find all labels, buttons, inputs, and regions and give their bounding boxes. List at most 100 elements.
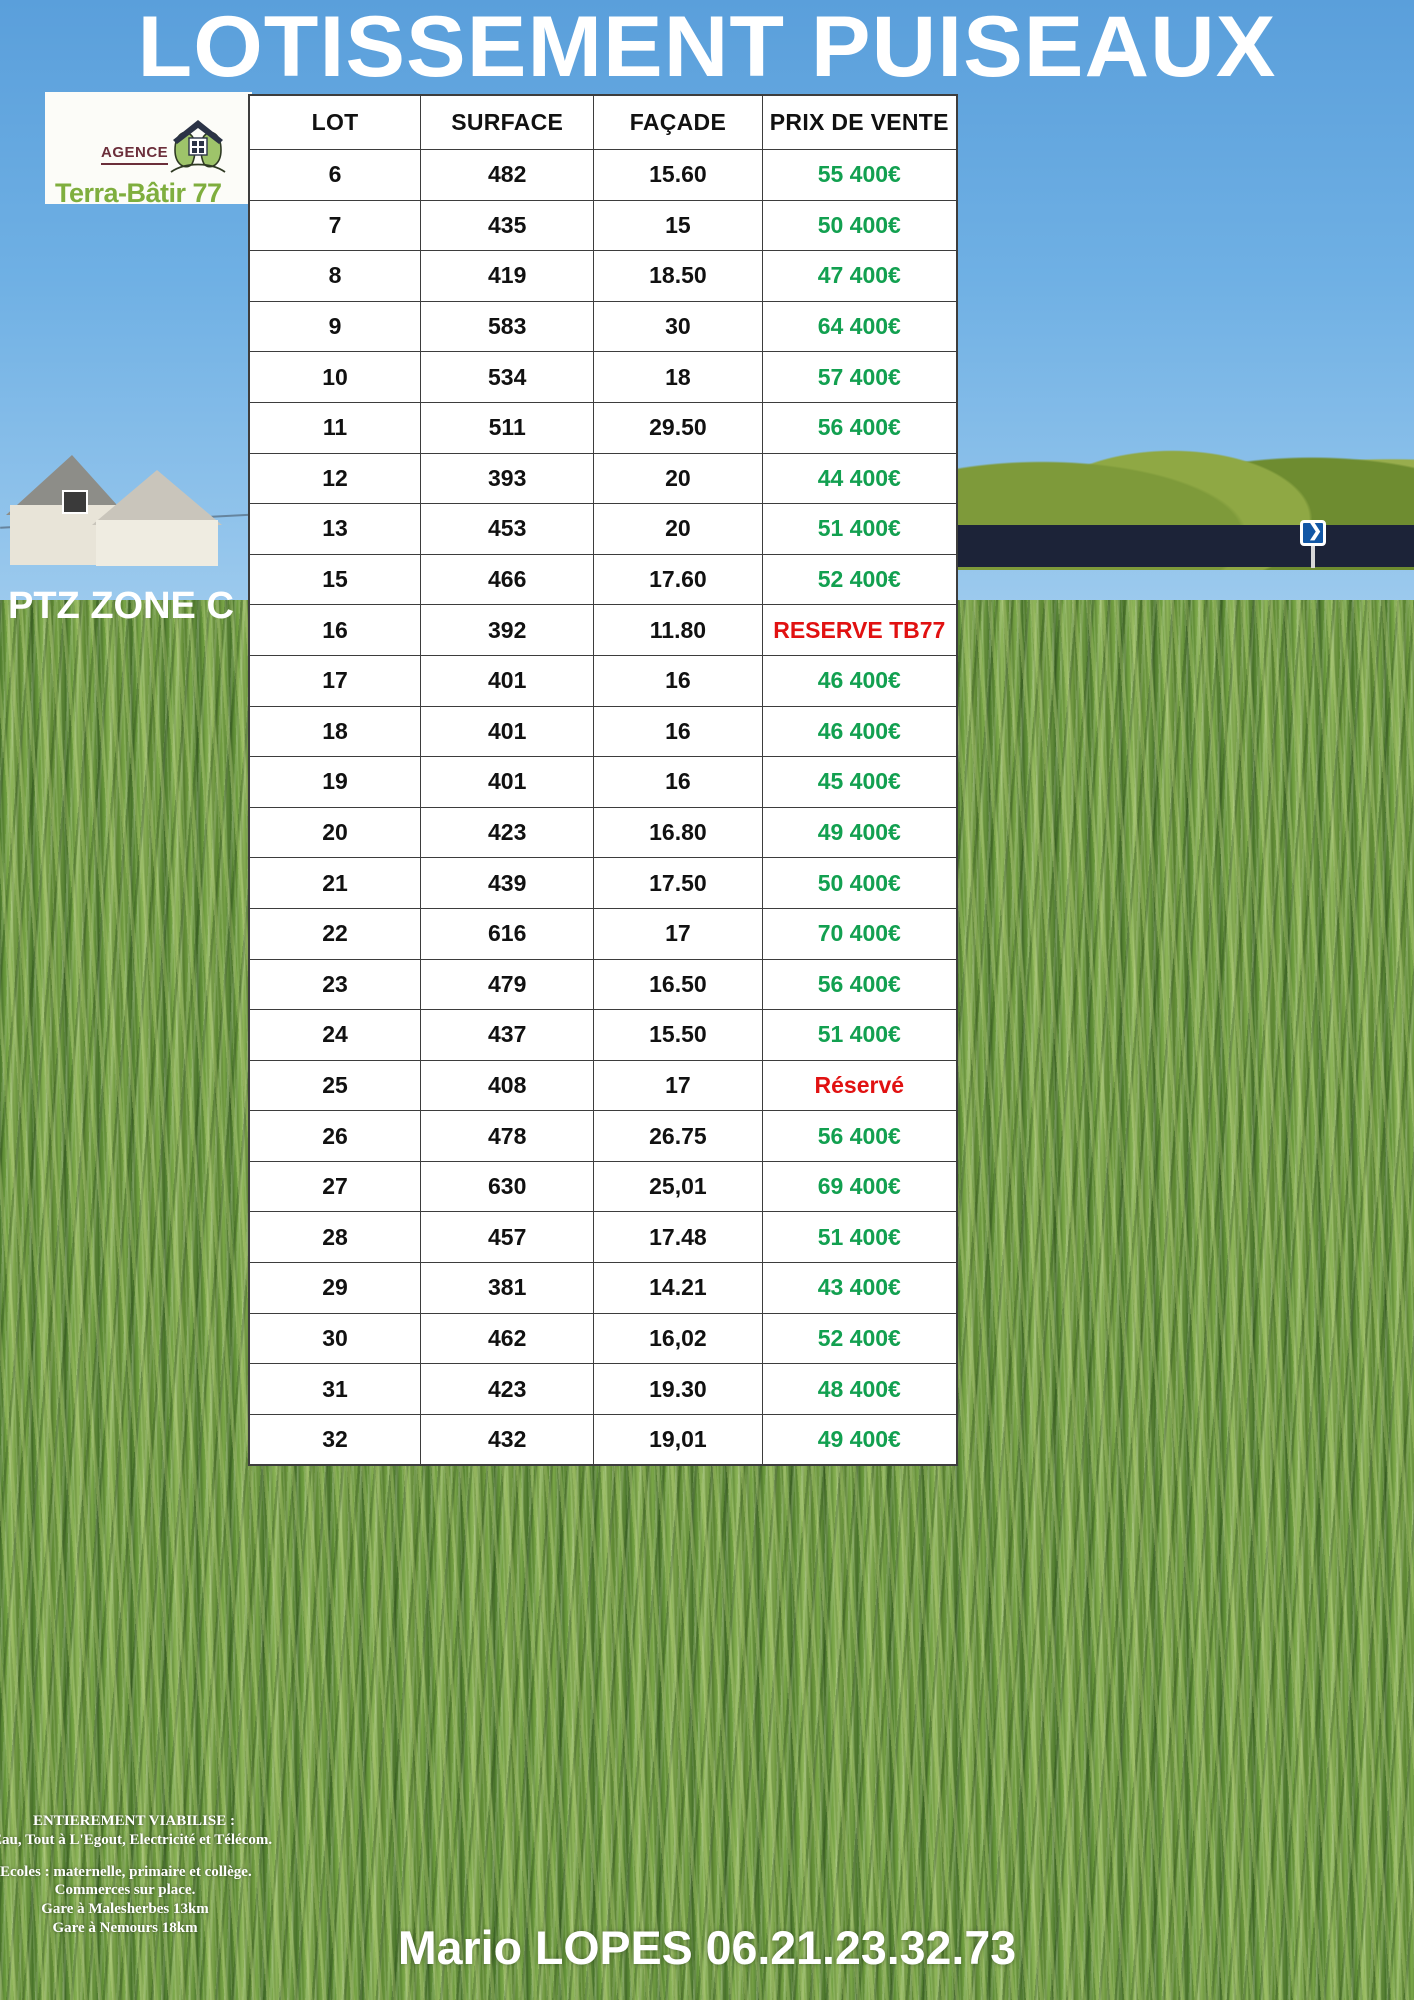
column-header-prix: PRIX DE VENTE [761,95,958,150]
table-row: 30 462 16,02 52 400€ [248,1312,958,1365]
cell-facade: 19.30 [593,1363,763,1415]
cell-lot: 19 [248,756,422,808]
cell-lot: 31 [248,1363,422,1415]
sign-post [1311,546,1315,568]
cell-surface: 482 [420,149,595,201]
table-row: 22 616 17 70 400€ [248,907,958,960]
cell-prix: 56 400€ [761,958,958,1011]
cell-lot: 23 [248,958,422,1011]
direction-sign-icon [1300,520,1326,546]
cell-surface: 453 [420,503,595,555]
contact-footer: Mario LOPES 06.21.23.32.73 [397,1921,1017,1974]
agency-logo-card: AGENCE Terra-Bâtir 77 Votre spécialiste … [45,92,252,204]
table-row: 18 401 16 46 400€ [248,705,958,758]
cell-surface: 432 [420,1413,595,1466]
cell-facade: 16.80 [593,806,763,859]
cell-lot: 12 [248,452,422,505]
cell-lot: 7 [248,199,422,252]
column-header-lot: LOT [248,95,422,150]
cell-facade: 17.60 [593,553,763,606]
cell-lot: 8 [248,250,422,302]
cell-surface: 462 [420,1312,595,1365]
cell-prix: 52 400€ [761,553,958,606]
house-in-hands-icon [165,116,231,178]
cell-facade: 14.21 [593,1262,763,1314]
cell-lot: 28 [248,1211,422,1264]
cell-facade: 18 [593,351,763,403]
table-header-row: LOT SURFACE FAÇADE PRIX DE VENTE [248,95,958,150]
table-row: 17 401 16 46 400€ [248,654,958,707]
cell-prix: Réservé [761,1059,958,1112]
cell-prix: 51 400€ [761,1009,958,1061]
cell-lot: 15 [248,553,422,606]
cell-lot: 18 [248,705,422,758]
cell-facade: 16 [593,756,763,808]
cell-surface: 401 [420,654,595,707]
cell-surface: 479 [420,958,595,1011]
cell-facade: 25,01 [593,1160,763,1213]
cell-surface: 401 [420,756,595,808]
table-row: 23 479 16.50 56 400€ [248,958,958,1011]
table-row: 7 435 15 50 400€ [248,199,958,252]
house-window-icon [62,490,88,514]
cell-surface: 457 [420,1211,595,1264]
cell-surface: 401 [420,705,595,758]
cell-facade: 19,01 [593,1413,763,1466]
cell-facade: 18.50 [593,250,763,302]
cell-lot: 10 [248,351,422,403]
table-row: 12 393 20 44 400€ [248,452,958,505]
cell-prix: 49 400€ [761,806,958,859]
table-body: 6 482 15.60 55 400€ 7 435 15 50 400€ 8 419 18.50 47… [248,149,958,1466]
table-row: 25 408 17 Réservé [248,1059,958,1112]
cell-lot: 32 [248,1413,422,1466]
cell-facade: 20 [593,503,763,555]
cell-surface: 466 [420,553,595,606]
cell-lot: 29 [248,1262,422,1314]
page-title: LOTISSEMENT PUISEAUX [137,0,1277,95]
cell-surface: 435 [420,199,595,252]
table-row: 21 439 17.50 50 400€ [248,857,958,909]
cell-prix: 45 400€ [761,756,958,808]
info-block: ENTIEREMENT VIABILISE : Eau, Tout à L'Eg… [0,1812,273,1938]
cell-facade: 30 [593,300,763,353]
cell-facade: 17.48 [593,1211,763,1264]
table-row: 26 478 26.75 56 400€ [248,1110,958,1162]
cell-prix: RESERVE TB77 [761,604,958,656]
cell-surface: 408 [420,1059,595,1112]
cell-facade: 15 [593,199,763,252]
table-row: 8 419 18.50 47 400€ [248,250,958,302]
cell-lot: 27 [248,1160,422,1213]
info-gare-nemours: Gare à Nemours 18km [52,1919,198,1936]
cell-facade: 29.50 [593,401,763,454]
cell-facade: 11.80 [593,604,763,656]
logo-agence-label: AGENCE [101,144,169,165]
cell-lot: 11 [248,401,422,454]
info-viabilise-detail: Eau, Tout à L'Egout, Electricité et Télé… [0,1831,273,1848]
cell-surface: 437 [420,1009,595,1061]
cell-surface: 381 [420,1262,595,1314]
cell-facade: 15.60 [593,149,763,201]
cell-surface: 511 [420,401,595,454]
cell-prix: 47 400€ [761,250,958,302]
cell-facade: 26.75 [593,1110,763,1162]
cell-facade: 16 [593,705,763,758]
table-row: 29 381 14.21 43 400€ [248,1262,958,1314]
cell-prix: 50 400€ [761,857,958,909]
logo-brand-name: Terra-Bâtir 77 [55,178,222,204]
table-row: 28 457 17.48 51 400€ [248,1211,958,1264]
table-row: 31 423 19.30 48 400€ [248,1363,958,1415]
cell-surface: 392 [420,604,595,656]
column-header-surface: SURFACE [420,95,595,150]
info-spacer [0,1850,250,1863]
hedge-right [949,525,1414,567]
cell-surface: 630 [420,1160,595,1213]
cell-prix: 49 400€ [761,1413,958,1466]
ptz-zone-label: PTZ ZONE C [8,585,234,627]
cell-lot: 25 [248,1059,422,1112]
table-row: 11 511 29.50 56 400€ [248,401,958,454]
cell-lot: 9 [248,300,422,353]
cell-prix: 57 400€ [761,351,958,403]
cell-prix: 51 400€ [761,503,958,555]
cell-surface: 616 [420,907,595,960]
cell-surface: 439 [420,857,595,909]
